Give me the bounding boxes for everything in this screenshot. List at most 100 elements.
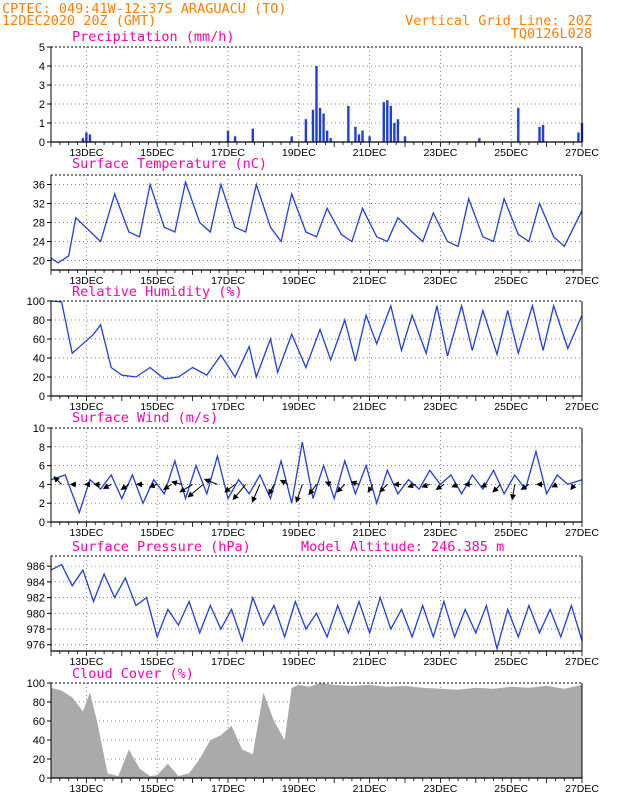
precip-ytick-label: 2	[39, 99, 45, 111]
wind-arrow	[480, 481, 488, 488]
pressure-ytick-label: 982	[27, 593, 45, 605]
pressure-line	[50, 563, 583, 652]
wind-arrow	[510, 484, 517, 501]
precip-ytick-label: 1	[39, 118, 45, 130]
wind-arrow	[224, 483, 236, 493]
wind-arrow	[350, 480, 360, 487]
wind-xtick-label: 23DEC	[423, 527, 457, 539]
wind-arrow	[492, 484, 501, 493]
cloud-title: Cloud Cover (%)	[72, 666, 194, 682]
wind-arrow	[570, 483, 577, 491]
wind-ytick-label: 10	[33, 423, 45, 435]
precip-bar	[396, 119, 400, 142]
precip-bar	[325, 130, 329, 142]
pressure-xtick-label: 25DEC	[494, 656, 528, 668]
temp-ytick-label: 20	[33, 256, 45, 268]
temp-panel: Surface Temperature (nC) 20 24 28 32 36 13DEC 1…	[33, 156, 600, 287]
humidity-xtick-label: 15DEC	[140, 401, 174, 413]
precip-bar	[361, 130, 364, 142]
wind-line	[50, 441, 583, 515]
cloud-xtick-label: 15DEC	[140, 783, 174, 795]
precip-bar	[517, 107, 520, 142]
wind-arrow	[324, 481, 332, 487]
cloud-xtick-label: 27DEC	[565, 783, 599, 795]
temp-xtick-label: 13DEC	[69, 275, 103, 287]
wind-xtick-label: 19DEC	[282, 527, 316, 539]
precip-ytick-label: 4	[39, 61, 45, 73]
wind-arrow	[336, 484, 346, 493]
cloud-ytick-label: 0	[39, 773, 45, 785]
wind-arrow	[551, 481, 559, 488]
temp-xtick-label: 17DEC	[211, 275, 245, 287]
precip-panel: Precipitation (mm/h) 0 1 2 3 4 5 13DEC 15DEC 17DE…	[39, 29, 599, 159]
wind-arrow	[295, 484, 303, 503]
wind-arrow	[451, 482, 459, 488]
precip-bar	[368, 136, 371, 142]
temp-xtick-label: 27DEC	[565, 275, 599, 287]
wind-ytick-label: 8	[39, 442, 45, 454]
precip-bar	[538, 126, 541, 142]
pressure-subtitle: Model Altitude: 246.385 m	[301, 539, 504, 555]
cloud-xtick-label: 21DEC	[353, 783, 387, 795]
temp-line	[50, 179, 583, 264]
temp-xtick-label: 15DEC	[140, 275, 174, 287]
wind-arrow	[308, 484, 317, 496]
wind-arrow	[367, 484, 374, 493]
wind-xtick-label: 13DEC	[69, 527, 103, 539]
header-grid-info: Vertical Grid Line: 20Z	[405, 13, 592, 29]
pressure-ytick-label: 978	[27, 624, 45, 636]
precip-bar	[478, 138, 481, 142]
precip-ytick-label: 3	[39, 80, 45, 92]
humidity-xtick-label: 13DEC	[69, 401, 103, 413]
humidity-ytick-label: 20	[33, 372, 45, 384]
pressure-xtick-label: 27DEC	[565, 656, 599, 668]
humidity-xtick-label: 17DEC	[211, 401, 245, 413]
pressure-ytick-label: 984	[27, 577, 45, 589]
humidity-title: Relative Humidity (%)	[72, 284, 243, 300]
pressure-xtick-label: 21DEC	[353, 656, 387, 668]
humidity-ytick-label: 0	[39, 391, 45, 403]
wind-xtick-label: 27DEC	[565, 527, 599, 539]
cloud-panel: Cloud Cover (%) 0 20 40 60 80 100 13DEC 15DEC 17D…	[27, 666, 600, 795]
humidity-xtick-label: 19DEC	[282, 401, 316, 413]
wind-ytick-label: 2	[39, 498, 45, 510]
wind-arrow	[251, 484, 261, 503]
wind-arrow	[520, 483, 530, 490]
precip-bar	[226, 130, 230, 142]
wind-arrow	[435, 483, 445, 490]
humidity-xtick-label: 25DEC	[494, 401, 528, 413]
cloud-ytick-label: 20	[33, 754, 45, 766]
cloud-ytick-label: 100	[27, 678, 45, 690]
precip-bar	[329, 138, 332, 142]
wind-arrow	[179, 483, 193, 493]
pressure-xtick-label: 15DEC	[140, 656, 174, 668]
temp-ytick-label: 36	[33, 180, 45, 192]
wind-arrow	[421, 482, 430, 489]
wind-ytick-label: 4	[39, 479, 45, 491]
humidity-ytick-label: 40	[33, 353, 45, 365]
wind-xtick-label: 21DEC	[353, 527, 387, 539]
wind-arrow	[148, 482, 158, 489]
cloud-ytick-label: 40	[33, 735, 45, 747]
temp-xtick-label: 25DEC	[494, 275, 528, 287]
wind-panel: Surface Wind (m/s) 0 2 4 6 8 10 13DEC 15DEC 17DEC…	[33, 410, 600, 539]
cloud-ytick-label: 80	[33, 697, 45, 709]
cloud-ytick-label: 60	[33, 716, 45, 728]
pressure-xtick-label: 13DEC	[69, 656, 103, 668]
precip-bar	[347, 105, 350, 142]
precip-xtick-label: 17DEC	[211, 147, 245, 159]
pressure-xtick-label: 17DEC	[211, 656, 245, 668]
precip-bar	[315, 66, 318, 142]
wind-arrow	[187, 484, 204, 498]
precip-bar	[577, 132, 580, 142]
temp-ytick-label: 24	[33, 237, 45, 249]
wind-arrow	[203, 478, 218, 485]
temp-xtick-label: 23DEC	[423, 275, 457, 287]
pressure-ytick-label: 986	[27, 561, 45, 573]
precip-bar	[251, 128, 254, 142]
precip-bar	[541, 124, 545, 142]
precip-bar	[85, 132, 88, 142]
cloud-area	[51, 683, 582, 778]
precip-bar	[403, 136, 407, 142]
